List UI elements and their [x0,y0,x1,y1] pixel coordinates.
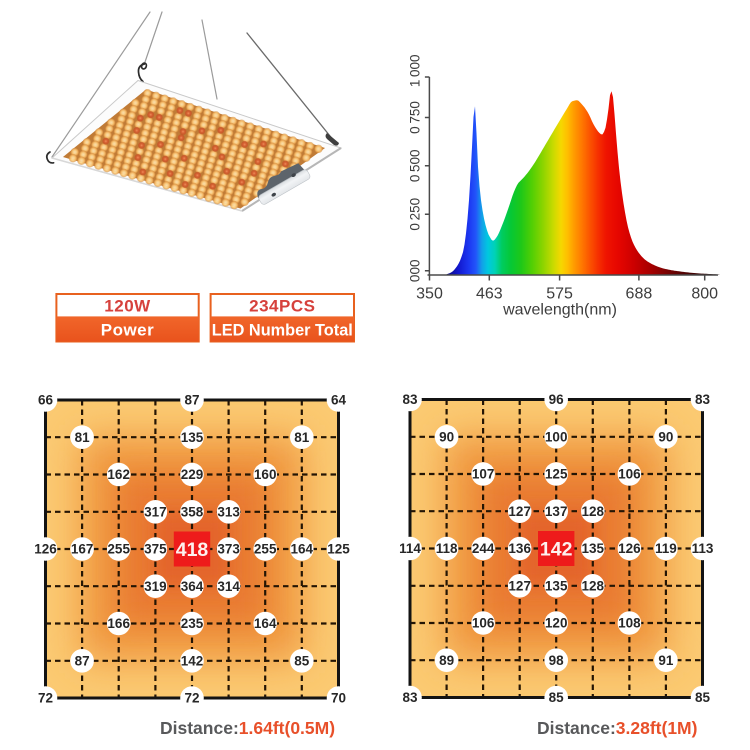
svg-text:000: 000 [408,260,423,283]
svg-text:106: 106 [618,467,641,482]
svg-text:81: 81 [294,430,310,445]
svg-text:0 250: 0 250 [408,198,423,231]
svg-text:125: 125 [327,542,350,557]
svg-text:142: 142 [540,539,573,561]
svg-text:96: 96 [549,392,565,407]
svg-text:118: 118 [436,541,458,556]
svg-text:83: 83 [402,392,418,407]
svg-text:83: 83 [695,392,711,407]
svg-text:90: 90 [439,429,454,444]
svg-text:81: 81 [75,430,91,445]
svg-text:128: 128 [582,579,605,594]
svg-text:255: 255 [254,542,277,557]
svg-text:100: 100 [545,429,568,444]
svg-text:98: 98 [549,653,565,668]
svg-text:125: 125 [545,467,568,482]
svg-text:229: 229 [181,467,204,482]
svg-text:106: 106 [472,616,495,631]
svg-text:87: 87 [184,393,199,408]
svg-text:0 500: 0 500 [408,149,423,182]
svg-text:463: 463 [476,286,503,303]
svg-text:126: 126 [34,542,57,557]
svg-text:137: 137 [545,504,568,519]
svg-text:72: 72 [184,691,199,706]
svg-text:85: 85 [294,654,310,669]
svg-text:113: 113 [692,541,714,556]
svg-text:319: 319 [144,579,167,594]
svg-text:235: 235 [181,616,204,631]
svg-text:162: 162 [107,467,130,482]
svg-text:70: 70 [331,691,346,706]
svg-text:0 750: 0 750 [408,101,423,134]
svg-text:255: 255 [107,542,130,557]
svg-text:127: 127 [508,504,531,519]
svg-text:373: 373 [217,542,240,557]
svg-text:234PCS: 234PCS [249,297,315,316]
svg-text:128: 128 [582,504,605,519]
svg-text:164: 164 [254,616,277,631]
svg-text:688: 688 [626,286,653,303]
svg-text:66: 66 [38,393,54,408]
svg-text:314: 314 [217,579,240,594]
svg-text:313: 313 [217,505,240,520]
svg-text:64: 64 [331,393,347,408]
svg-text:119: 119 [655,541,677,556]
svg-text:90: 90 [658,429,673,444]
svg-text:350: 350 [416,286,443,303]
svg-text:135: 135 [545,579,568,594]
svg-text:126: 126 [618,541,641,556]
svg-text:72: 72 [38,691,53,706]
svg-text:85: 85 [695,690,711,705]
svg-text:wavelength(nm): wavelength(nm) [502,302,617,319]
svg-text:89: 89 [439,653,454,668]
svg-text:244: 244 [472,541,495,556]
svg-text:135: 135 [181,430,204,445]
svg-text:107: 107 [472,467,495,482]
svg-text:800: 800 [691,286,718,303]
svg-text:120: 120 [545,616,568,631]
svg-text:91: 91 [658,653,674,668]
svg-text:160: 160 [254,467,277,482]
svg-text:85: 85 [549,690,565,705]
svg-text:375: 375 [144,542,167,557]
svg-text:Power: Power [101,321,155,340]
svg-text:87: 87 [75,654,90,669]
svg-text:317: 317 [144,505,167,520]
svg-text:127: 127 [508,579,531,594]
svg-text:167: 167 [71,542,94,557]
svg-text:Distance:1.64ft(0.5M): Distance:1.64ft(0.5M) [160,718,335,738]
svg-text:LED Number Total: LED Number Total [212,322,353,340]
svg-text:Distance:3.28ft(1M): Distance:3.28ft(1M) [537,718,697,738]
svg-text:1 000: 1 000 [408,54,423,87]
svg-text:166: 166 [107,616,130,631]
svg-text:135: 135 [582,541,605,556]
svg-text:83: 83 [402,690,418,705]
svg-text:164: 164 [291,542,314,557]
svg-text:114: 114 [399,541,421,556]
svg-text:358: 358 [181,505,204,520]
svg-text:364: 364 [181,579,204,594]
svg-text:136: 136 [508,541,531,556]
svg-text:108: 108 [618,616,641,631]
svg-text:120W: 120W [104,297,151,316]
svg-text:575: 575 [546,286,573,303]
svg-text:142: 142 [181,654,204,669]
svg-text:418: 418 [176,539,209,561]
